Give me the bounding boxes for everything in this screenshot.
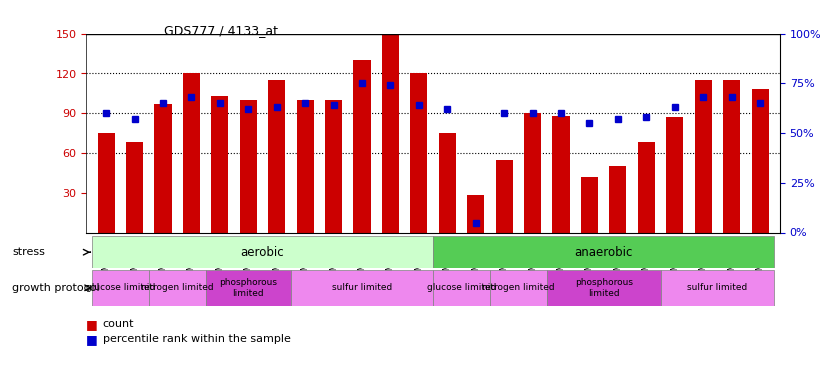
Bar <box>205 270 291 306</box>
Bar <box>354 60 370 232</box>
Text: stress: stress <box>12 248 45 257</box>
Bar <box>149 270 205 306</box>
Text: sulfur limited: sulfur limited <box>687 284 748 292</box>
Text: count: count <box>103 320 134 329</box>
Bar <box>410 74 428 232</box>
Text: nitrogen limited: nitrogen limited <box>482 284 555 292</box>
Text: glucose limited: glucose limited <box>85 284 155 292</box>
Text: glucose limited: glucose limited <box>427 284 496 292</box>
Bar <box>666 117 683 232</box>
Bar <box>547 270 661 306</box>
Bar <box>438 133 456 232</box>
Bar <box>467 195 484 232</box>
Text: phosphorous
limited: phosphorous limited <box>219 278 277 297</box>
Bar <box>609 166 626 232</box>
Bar <box>490 270 547 306</box>
Bar <box>325 100 342 232</box>
Bar <box>268 80 285 232</box>
Bar <box>240 100 257 232</box>
Bar <box>524 113 541 232</box>
Bar <box>291 270 433 306</box>
Text: percentile rank within the sample: percentile rank within the sample <box>103 334 291 344</box>
Bar <box>382 34 399 232</box>
Bar <box>98 133 115 232</box>
Bar <box>695 80 712 232</box>
Text: GDS777 / 4133_at: GDS777 / 4133_at <box>164 24 278 38</box>
Text: nitrogen limited: nitrogen limited <box>141 284 213 292</box>
Text: ■: ■ <box>86 333 98 346</box>
Bar <box>638 142 655 232</box>
Bar <box>496 160 512 232</box>
Bar <box>433 236 774 268</box>
Text: anaerobic: anaerobic <box>575 246 633 259</box>
Text: sulfur limited: sulfur limited <box>332 284 392 292</box>
Text: phosphorous
limited: phosphorous limited <box>575 278 633 297</box>
Bar <box>211 96 228 232</box>
Bar <box>92 236 433 268</box>
Bar <box>126 142 143 232</box>
Bar <box>92 270 149 306</box>
Bar <box>723 80 741 232</box>
Bar <box>751 89 768 232</box>
Bar <box>183 74 200 232</box>
Bar <box>581 177 598 232</box>
Bar <box>154 104 172 232</box>
Text: ■: ■ <box>86 318 98 331</box>
Bar <box>296 100 314 232</box>
Bar <box>553 116 570 232</box>
Text: aerobic: aerobic <box>241 246 284 259</box>
Bar <box>661 270 774 306</box>
Text: growth protocol: growth protocol <box>12 283 100 293</box>
Bar <box>433 270 490 306</box>
